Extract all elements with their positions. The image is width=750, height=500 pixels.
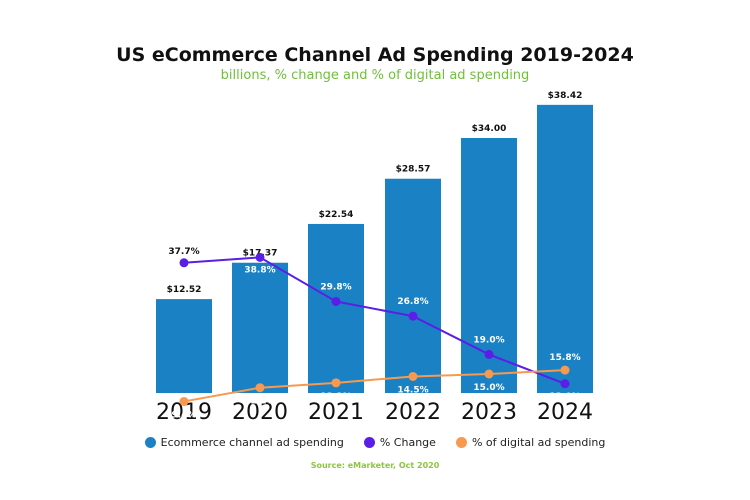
pct-change-label-2022: 26.8% bbox=[397, 297, 428, 307]
pct-digital-label-2021: 13.2% bbox=[320, 392, 351, 402]
pct-change-label-2024: 13.0% bbox=[549, 392, 580, 402]
pct-digital-point-2023 bbox=[484, 369, 494, 379]
legend-item-pct-change[interactable]: % Change bbox=[363, 436, 436, 449]
pct-change-point-2020 bbox=[255, 252, 265, 262]
legend-label-pct-change: % Change bbox=[379, 436, 436, 449]
pct-change-label-2021: 29.8% bbox=[320, 282, 351, 292]
pct-digital-label-2022: 14.5% bbox=[397, 385, 428, 395]
pct-change-point-2024 bbox=[560, 379, 570, 389]
pct-digital-point-2019 bbox=[179, 396, 189, 406]
bar-2024 bbox=[537, 104, 593, 393]
x-tick-label-2024: 2024 bbox=[537, 400, 593, 425]
x-tick-label-2020: 2020 bbox=[232, 400, 288, 425]
chart-title: US eCommerce Channel Ad Spending 2019-20… bbox=[116, 44, 634, 66]
legend-item-pct-digital[interactable]: % of digital ad spending bbox=[455, 436, 606, 449]
chart-legend: Ecommerce channel ad spending % Change %… bbox=[0, 436, 750, 449]
pct-digital-point-2022 bbox=[408, 371, 418, 381]
bar-value-label-2021: $22.54 bbox=[319, 210, 354, 220]
chart-subtitle: billions, % change and % of digital ad s… bbox=[220, 68, 530, 83]
x-tick-label-2022: 2022 bbox=[385, 400, 441, 425]
bar-2020 bbox=[232, 262, 288, 393]
pct-digital-line bbox=[183, 369, 566, 403]
pct-change-point-2021 bbox=[331, 296, 341, 306]
legend-marker-ad-spending bbox=[144, 437, 156, 448]
legend-label-ad-spending: Ecommerce channel ad spending bbox=[160, 436, 344, 449]
bar-2019 bbox=[156, 299, 212, 393]
bar-value-label-2024: $38.42 bbox=[548, 91, 583, 101]
x-tick-label-2021: 2021 bbox=[308, 400, 364, 425]
pct-change-point-2023 bbox=[484, 349, 494, 359]
bar-value-label-2023: $34.00 bbox=[472, 124, 507, 134]
bar-2021 bbox=[308, 223, 364, 393]
legend-marker-pct-digital bbox=[455, 437, 467, 448]
pct-digital-label-2023: 15.0% bbox=[473, 383, 504, 393]
legend-item-ad-spending[interactable]: Ecommerce channel ad spending bbox=[144, 436, 344, 449]
pct-digital-label-2020: 12.2% bbox=[244, 397, 275, 407]
pct-change-label-2020: 38.8% bbox=[244, 265, 275, 275]
pct-change-point-2019 bbox=[179, 258, 189, 268]
pct-change-line bbox=[183, 256, 566, 385]
chart-source: Source: eMarketer, Oct 2020 bbox=[310, 461, 440, 470]
pct-digital-point-2021 bbox=[331, 378, 341, 388]
legend-marker-pct-change bbox=[363, 437, 375, 448]
pct-change-label-2019: 37.7% bbox=[168, 247, 199, 257]
legend-label-pct-digital: % of digital ad spending bbox=[471, 436, 606, 449]
pct-digital-label-2024: 15.8% bbox=[549, 353, 580, 363]
pct-digital-point-2024 bbox=[560, 365, 570, 375]
bar-value-label-2019: $12.52 bbox=[167, 285, 202, 295]
bar-value-label-2022: $28.57 bbox=[396, 165, 431, 175]
x-tick-label-2023: 2023 bbox=[461, 400, 517, 425]
pct-digital-point-2020 bbox=[255, 383, 265, 393]
pct-digital-label-2019: 9.4% bbox=[172, 410, 197, 420]
pct-change-label-2023: 19.0% bbox=[473, 335, 504, 345]
pct-change-point-2022 bbox=[408, 311, 418, 321]
bar-2022 bbox=[385, 178, 441, 393]
